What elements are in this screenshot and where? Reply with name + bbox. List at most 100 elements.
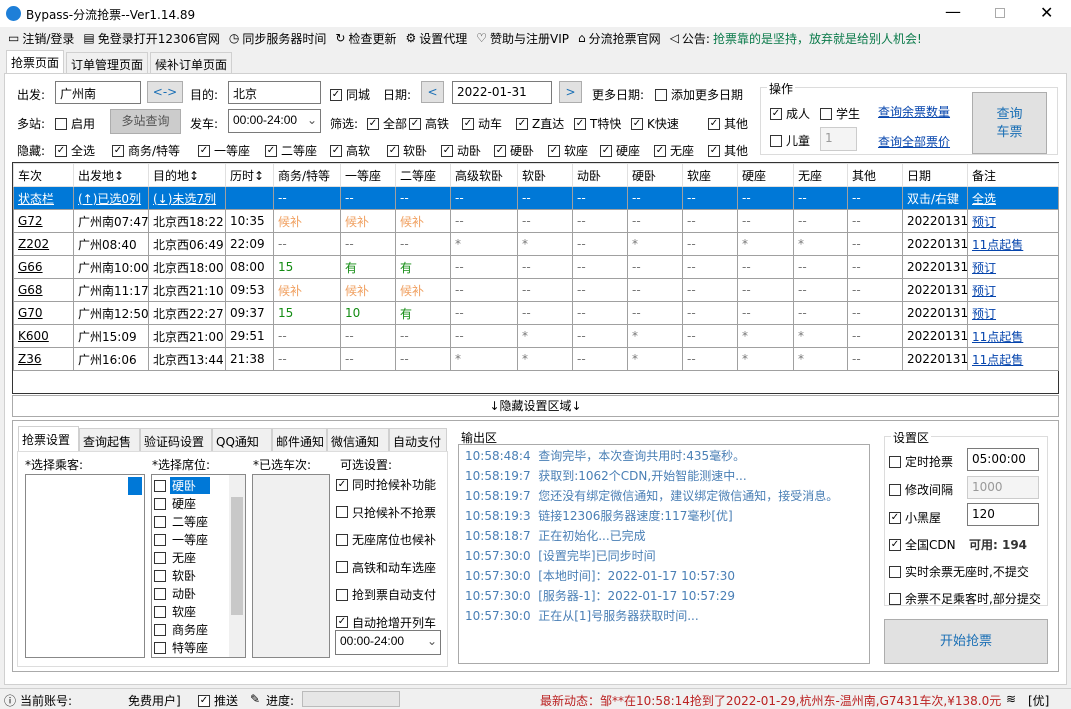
remark-link[interactable]: 11点起售 — [967, 347, 1059, 371]
adult-checkbox[interactable]: ✓ 成人 — [770, 107, 811, 121]
hide-checkbox[interactable]: ✓ 全选 — [55, 144, 96, 158]
column-header[interactable]: 日期 — [902, 163, 968, 187]
settings-tab[interactable]: QQ通知 — [212, 428, 272, 451]
from-input[interactable]: 广州南 — [55, 81, 141, 104]
seat-list[interactable]: 硬卧 硬座 二等座 一等座 无座 软卧 动卧 软座 商务座 特等座 — [151, 474, 246, 658]
seat-option[interactable]: 二等座 — [154, 513, 210, 530]
column-header[interactable]: 动卧 — [572, 163, 628, 187]
column-header[interactable]: 备注 — [967, 163, 1059, 187]
vip-button[interactable]: ♡ 赞助与注册VIP — [476, 31, 570, 46]
login-button[interactable]: ▭ 注销/登录 — [8, 31, 75, 46]
blackroom-input[interactable]: 120 — [967, 503, 1039, 526]
remark-link[interactable]: 预订 — [967, 255, 1059, 279]
toggle-hidden-settings[interactable]: ↓隐藏设置区域↓ — [12, 395, 1059, 417]
train-number-link[interactable]: G68 — [13, 278, 74, 302]
partial-submit-checkbox[interactable]: 余票不足乘客时,部分提交 — [889, 590, 1041, 607]
hide-checkbox[interactable]: ✓ 其他 — [708, 144, 749, 158]
hide-checkbox[interactable]: ✓ 软座 — [548, 144, 589, 158]
depart-time-select[interactable]: 00:00-24:00 ⌄ — [228, 109, 321, 133]
scrollbar-thumb[interactable] — [231, 497, 243, 615]
close-button[interactable]: ✕ — [1040, 3, 1054, 22]
seat-option[interactable]: 无座 — [154, 549, 198, 566]
filter-checkbox[interactable]: ✓ K快速 — [631, 117, 679, 131]
query-remaining-link[interactable]: 查询余票数量 — [878, 105, 951, 119]
swap-button[interactable]: <-> — [147, 81, 183, 103]
train-number-link[interactable]: K600 — [13, 324, 74, 348]
status-row[interactable]: 状态栏 (↑)已选0列 (↓)未选7列 -- -- -- -- -- -- -- -- -- -- -- 双… — [13, 186, 1059, 210]
maximize-button[interactable] — [995, 8, 1005, 18]
to-input[interactable]: 北京 — [228, 81, 321, 104]
website-button[interactable]: ⌂ 分流抢票官网 — [578, 31, 661, 46]
query-prices-link[interactable]: 查询全部票价 — [878, 135, 951, 149]
option-checkbox[interactable]: ✓ 同时抢候补功能 — [336, 478, 437, 492]
seat-option[interactable]: 软卧 — [154, 567, 198, 584]
remark-link[interactable]: 预订 — [967, 278, 1059, 302]
seat-option[interactable]: 软座 — [154, 603, 198, 620]
table-row[interactable]: G66 广州南10:00 北京西18:00 08:00 15 有有 -- -- -- -- -- --… — [13, 255, 1059, 279]
filter-checkbox[interactable]: ✓ Z直达 — [516, 117, 565, 131]
remark-link[interactable]: 预订 — [967, 209, 1059, 233]
proxy-button[interactable]: ⚙ 设置代理 — [405, 31, 468, 46]
column-header[interactable]: 高级软卧 — [450, 163, 518, 187]
seat-option[interactable]: 一等座 — [154, 531, 210, 548]
option-checkbox[interactable]: ✓ 自动抢增开列车 — [336, 615, 437, 630]
hide-checkbox[interactable]: ✓ 高软 — [330, 144, 371, 158]
column-header[interactable]: 软卧 — [517, 163, 573, 187]
remark-link[interactable]: 11点起售 — [967, 232, 1059, 256]
column-header[interactable]: 车次 — [13, 163, 74, 187]
timed-grab-checkbox[interactable]: 定时抢票 — [889, 453, 953, 470]
column-header[interactable]: 软座 — [682, 163, 738, 187]
settings-tab[interactable]: 自动支付 — [389, 428, 447, 451]
column-header[interactable]: 一等座 — [340, 163, 396, 187]
filter-checkbox[interactable]: ✓ 全部 — [367, 117, 408, 131]
add-more-dates-checkbox[interactable]: 添加更多日期 — [655, 86, 743, 103]
option-checkbox[interactable]: 无座席位也候补 — [336, 531, 436, 548]
option-checkbox[interactable]: 抢到票自动支付 — [336, 586, 436, 603]
tab-waitlist-orders[interactable]: 候补订单页面 — [150, 52, 233, 74]
train-number-link[interactable]: Z202 — [13, 232, 74, 256]
column-header[interactable]: 硬座 — [737, 163, 794, 187]
student-checkbox[interactable]: 学生 — [820, 105, 860, 122]
start-grab-button[interactable]: 开始抢票 — [884, 619, 1048, 664]
remark-link[interactable]: 11点起售 — [967, 324, 1059, 348]
filter-checkbox[interactable]: ✓ 其他 — [708, 117, 749, 131]
check-update-button[interactable]: ↻ 检查更新 — [335, 31, 397, 46]
table-row[interactable]: Z202 广州08:40 北京西06:49 22:09 -- -- -- * * -- * -- * * -… — [13, 232, 1059, 256]
hide-checkbox[interactable]: ✓ 一等座 — [198, 144, 251, 158]
settings-tab[interactable]: 抢票设置 — [18, 426, 79, 452]
column-header[interactable]: 商务/特等 — [273, 163, 341, 187]
seat-option[interactable]: 商务座 — [154, 621, 210, 638]
settings-tab[interactable]: 验证码设置 — [140, 428, 212, 451]
seat-option[interactable]: 硬座 — [154, 495, 198, 512]
filter-checkbox[interactable]: ✓ 高铁 — [409, 117, 450, 131]
tab-grab-tickets[interactable]: 抢票页面 — [6, 50, 65, 74]
column-header[interactable]: 二等座 — [395, 163, 451, 187]
query-tickets-button[interactable]: 查询 车票 — [972, 92, 1047, 154]
minimize-button[interactable]: — — [945, 2, 961, 21]
tab-orders[interactable]: 订单管理页面 — [66, 52, 149, 74]
table-row[interactable]: G72 广州南07:47 北京西18:22 10:35 候补 候补 候补 -- -- -- -- --… — [13, 209, 1059, 233]
open-12306-button[interactable]: ▤ 免登录打开12306官网 — [83, 31, 220, 46]
column-header[interactable]: 硬卧 — [627, 163, 683, 187]
settings-tab[interactable]: 微信通知 — [327, 428, 389, 451]
passenger-list[interactable] — [25, 474, 145, 658]
settings-tab[interactable]: 邮件通知 — [272, 428, 327, 451]
filter-checkbox[interactable]: ✓ 动车 — [462, 117, 503, 131]
table-row[interactable]: Z36 广州16:06 北京西13:44 21:38 -- -- -- * * -- * -- * * --… — [13, 347, 1059, 371]
same-city-checkbox[interactable]: ✓ 同城 — [330, 88, 371, 102]
table-row[interactable]: G68 广州南11:17 北京西21:10 09:53 候补 候补 候补 -- -- -- -- --… — [13, 278, 1059, 302]
filter-checkbox[interactable]: ✓ T特快 — [574, 117, 622, 131]
national-cdn-checkbox[interactable]: ✓ 全国CDN — [889, 538, 956, 552]
table-row[interactable]: G70 广州南12:50 北京西22:27 09:37 15 10 有 -- -- -- -- -- -… — [13, 301, 1059, 325]
seat-option[interactable]: 动卧 — [154, 585, 198, 602]
seat-option[interactable]: 硬卧 — [154, 477, 211, 494]
hide-checkbox[interactable]: ✓ 硬座 — [600, 144, 641, 158]
hide-checkbox[interactable]: ✓ 二等座 — [265, 144, 318, 158]
scrollbar[interactable] — [229, 475, 245, 657]
push-checkbox[interactable]: ✓ 推送 — [198, 694, 239, 708]
column-header[interactable]: 无座 — [793, 163, 848, 187]
column-header[interactable]: 历时↕ — [225, 163, 274, 187]
train-number-link[interactable]: Z36 — [13, 347, 74, 371]
child-count-stepper[interactable]: 1 — [820, 127, 857, 151]
timed-grab-time-input[interactable]: 05:00:00 — [967, 448, 1039, 471]
